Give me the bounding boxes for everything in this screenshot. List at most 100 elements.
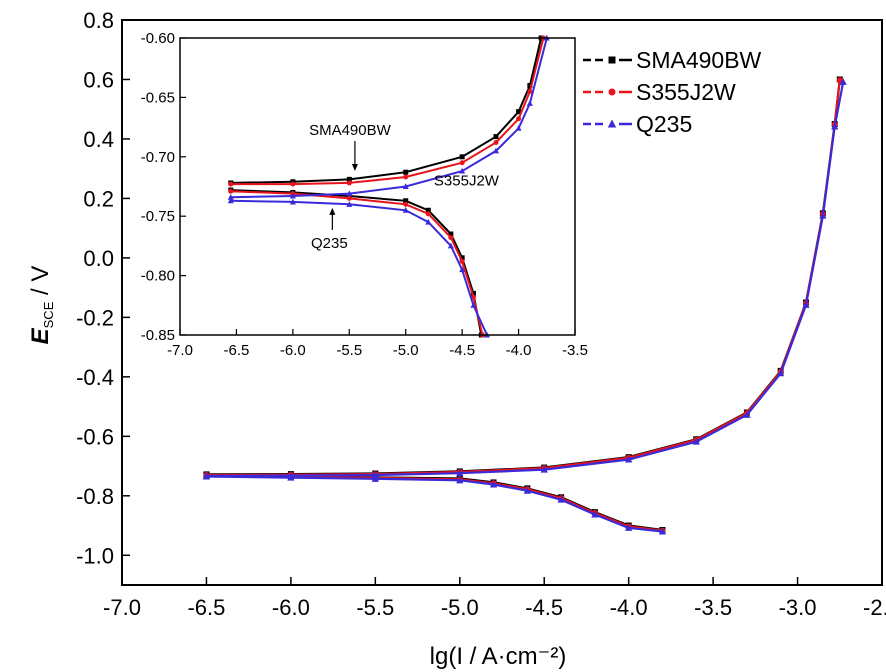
data-point: [523, 486, 531, 494]
inset-data-point: [402, 207, 409, 213]
inset-y-tick-label: -0.65: [141, 89, 175, 106]
inset-y-tick-label: -0.60: [141, 30, 175, 47]
inset-y-tick-label: -0.85: [141, 327, 175, 344]
inset-annotation-label: S355J2W: [434, 173, 500, 190]
data-point: [692, 437, 700, 445]
y-tick-label: 0.6: [83, 67, 114, 92]
cathodic-branch-line: [206, 475, 663, 533]
inset-data-point: [459, 258, 465, 264]
y-axis-title-symbol: E: [27, 327, 54, 344]
y-tick-label: -0.6: [76, 424, 114, 449]
x-tick-label: -3.5: [694, 595, 732, 620]
inset-data-point: [346, 195, 352, 201]
legend-item-S355J2W: S355J2W: [583, 79, 736, 105]
legend-item-SMA490BW: SMA490BW: [583, 47, 762, 73]
inset-x-tick-label: -6.0: [280, 342, 306, 359]
series-Q235: [202, 77, 847, 535]
data-point: [456, 476, 464, 484]
inset-data-point: [346, 176, 352, 182]
inset-series-SMA490BW: [228, 35, 544, 338]
data-point: [202, 471, 211, 479]
inset-data-point: [526, 100, 533, 106]
inset-data-point: [448, 235, 454, 241]
x-tick-label: -5.5: [356, 595, 394, 620]
y-tick-label: 0.8: [83, 8, 114, 33]
annotation-arrowhead: [329, 207, 336, 215]
inset-data-point: [289, 192, 296, 199]
data-point: [658, 527, 667, 535]
data-point: [557, 495, 565, 503]
x-tick-label: -7.0: [103, 595, 141, 620]
inset-data-point: [403, 198, 409, 204]
inset-data-point: [425, 207, 431, 213]
inset-data-point: [516, 116, 522, 122]
inset-data-point: [403, 201, 409, 207]
inset-data-point: [425, 211, 431, 217]
x-tick-label: -4.5: [525, 595, 563, 620]
inset-data-point: [447, 242, 454, 249]
inset-data-point: [402, 183, 409, 189]
inset-data-point: [459, 154, 465, 160]
y-axis-title: ESCE / V: [27, 266, 56, 345]
inset-data-point: [459, 167, 466, 174]
data-point: [625, 524, 633, 531]
inset-series-Q235: [227, 34, 550, 338]
data-point: [831, 122, 839, 130]
legend-label: SMA490BW: [636, 47, 762, 73]
inset-data-point: [516, 109, 522, 115]
inset-data-point: [403, 174, 409, 180]
inset-data-point: [228, 181, 234, 187]
cathodic-branch-line: [206, 474, 663, 532]
x-tick-label: -4.0: [610, 595, 648, 620]
inset-data-point: [227, 197, 234, 204]
legend-marker: [608, 88, 616, 96]
inset-data-point: [527, 83, 533, 89]
y-tick-label: -0.4: [76, 365, 114, 390]
inset-data-point: [493, 147, 499, 154]
data-point: [489, 480, 498, 488]
annotation-arrowhead: [351, 164, 358, 172]
inset-data-point: [515, 125, 522, 131]
x-axis-title: lg(I / A·cm⁻²): [430, 643, 567, 670]
inset-data-point: [448, 231, 454, 237]
inset-annotation-label: SMA490BW: [309, 122, 392, 139]
inset-data-point: [425, 218, 432, 225]
main-plot-frame: [121, 19, 883, 586]
x-tick-label: -6.0: [272, 595, 310, 620]
inset-data-point: [346, 190, 353, 197]
inset-data-point: [459, 160, 465, 166]
inset-x-tick-label: -4.0: [506, 342, 532, 359]
inset-data-point: [228, 188, 234, 194]
y-tick-label: 0.0: [83, 246, 114, 271]
y-axis-title-subscript: SCE: [41, 301, 56, 328]
data-point: [802, 300, 810, 308]
inset-x-tick-label: -5.0: [393, 342, 419, 359]
inset-y-tick-label: -0.70: [141, 149, 175, 166]
inset-x-tick-label: -7.0: [167, 342, 193, 359]
data-point: [743, 411, 751, 418]
inset-data-point: [470, 290, 476, 296]
data-point: [371, 474, 379, 482]
legend: SMA490BW S355J2W Q235: [583, 47, 762, 137]
inset-data-point: [527, 88, 533, 94]
data-point: [591, 510, 599, 518]
inset-data-point: [290, 181, 296, 187]
x-tick-label: -6.5: [187, 595, 225, 620]
cathodic-branch-line: [206, 473, 663, 532]
inset-background: [180, 38, 575, 335]
inset-data-point: [459, 255, 465, 261]
inset-annotation-label: Q235: [311, 235, 348, 252]
y-axis-title-unit: / V: [27, 266, 54, 302]
inset-data-point: [403, 169, 409, 175]
inset-data-point: [227, 193, 234, 200]
inset-x-tick-label: -3.5: [562, 342, 588, 359]
data-point: [456, 469, 464, 477]
data-point: [287, 471, 295, 479]
legend-item-Q235: Q235: [583, 111, 692, 137]
data-point: [540, 465, 548, 473]
inset-plot-area: -7.0 -6.5 -6.0 -5.5 -5.0 -4.5 -4.0 -3.5 -0.60 -0.…: [141, 30, 588, 359]
legend-marker: [607, 119, 617, 128]
inset-x-tick-label: -4.5: [449, 342, 475, 359]
main-plot-area: -7.0 -6.5 -6.0 -5.5 -5.0 -4.5 -4.0 -3.5 -3.0 -2.5…: [76, 8, 886, 620]
